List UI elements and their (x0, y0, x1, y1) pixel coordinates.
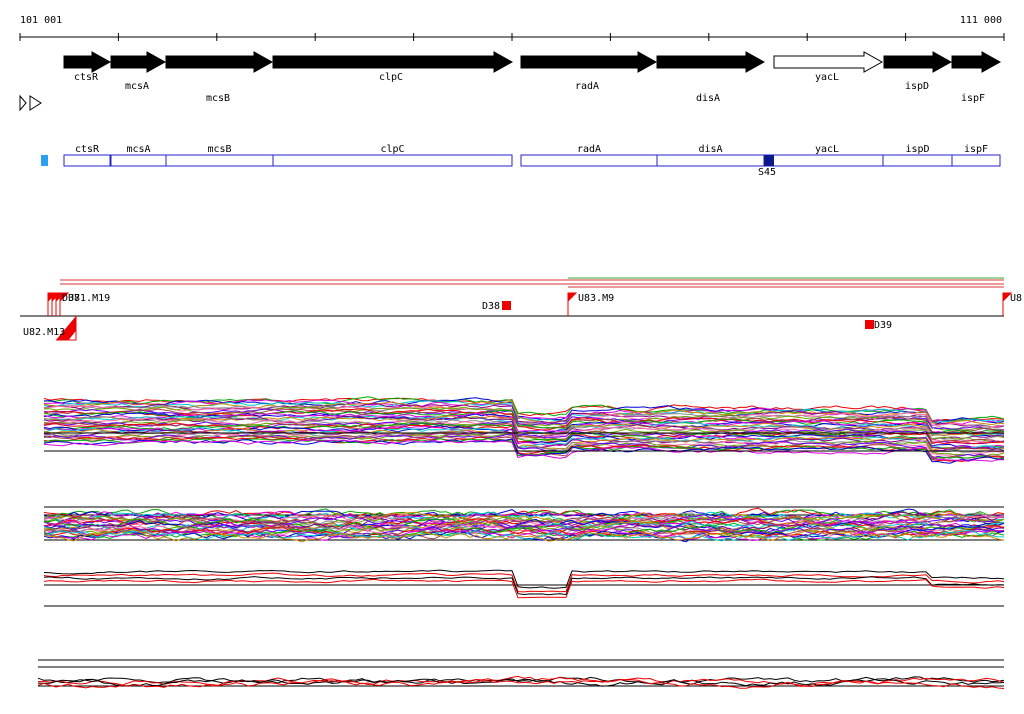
marker-label: D37 (62, 293, 80, 304)
profile-line (43, 421, 1005, 445)
gene-arrow (110, 51, 167, 73)
track-icon (41, 155, 48, 166)
ruler-start: 101 001 (20, 15, 62, 26)
profile-line (43, 578, 1005, 599)
profile-line (43, 436, 1005, 463)
gene-label: ispF (961, 93, 985, 104)
gene-arrow (951, 51, 1002, 73)
profile-line (43, 576, 1005, 596)
marker-flag (59, 292, 70, 316)
marker-label: D39 (874, 320, 892, 331)
segment-box (882, 154, 953, 167)
gene-arrow (883, 51, 953, 73)
marker-label: U81.M19 (68, 293, 110, 304)
profile-line (43, 525, 1005, 539)
marker-label: U8 (1010, 293, 1022, 304)
profile-line (43, 439, 1005, 462)
gene-arrow (272, 51, 514, 73)
segment-label: mcsA (126, 144, 150, 155)
gene-arrow (656, 51, 766, 73)
profile-line (43, 525, 1005, 540)
profile-line (43, 430, 1005, 453)
gene-label: ispD (905, 81, 929, 92)
gene-arrow (520, 51, 658, 73)
segment-label: ispD (905, 144, 929, 155)
profile-line (43, 524, 1005, 541)
marker-label: U83.M9 (578, 293, 614, 304)
gene-label: mcsB (206, 93, 230, 104)
segment-label: ctsR (75, 144, 100, 155)
marker-flag (567, 292, 578, 316)
marker-label: U82.M13 (23, 327, 65, 338)
segment-box (165, 154, 274, 167)
gene-arrow (773, 51, 884, 73)
segment-box (951, 154, 1001, 167)
gene-label: radA (575, 81, 599, 92)
ruler-end: 111 000 (960, 15, 1002, 26)
gene-label: yacL (815, 72, 839, 83)
profile-line (43, 408, 1005, 435)
segment-label: mcsB (207, 144, 231, 155)
profile-line (43, 400, 1005, 426)
profile-line (43, 521, 1005, 535)
segment-box (110, 154, 167, 167)
marker-flag (1002, 292, 1013, 316)
profile-line (43, 408, 1005, 431)
segment-box (656, 154, 765, 167)
marker-flag (56, 316, 77, 341)
profile-line (43, 529, 1005, 542)
gene-label: ctsR (74, 72, 99, 83)
segment-marker-label: S45 (758, 167, 776, 178)
segment-box (63, 154, 111, 167)
segment-label: yacL (815, 144, 839, 155)
gene-label: mcsA (125, 81, 149, 92)
profile-line (43, 422, 1005, 449)
segment-label: clpC (380, 144, 404, 155)
profile-line (43, 438, 1005, 464)
profile-line (43, 508, 1005, 524)
marker-box (865, 320, 874, 329)
gene-arrow (63, 51, 112, 73)
gene-arrow (165, 51, 274, 73)
profile-line (43, 569, 1005, 589)
segment-label: ispF (964, 144, 988, 155)
profile-line (43, 572, 1005, 593)
profile-line (37, 679, 1005, 689)
strand-icons (19, 94, 42, 112)
segment-box (520, 154, 658, 167)
profile-line (43, 405, 1005, 429)
marker-label: D38 (482, 301, 500, 312)
segment-label: radA (577, 144, 601, 155)
segment-box (272, 154, 513, 167)
gene-label: disA (696, 93, 720, 104)
profile-line (43, 529, 1005, 543)
gene-label: clpC (379, 72, 403, 83)
segment-marker (764, 155, 774, 166)
marker-box (502, 301, 511, 310)
profile-line (43, 425, 1005, 452)
profile-line (43, 524, 1005, 538)
profile-line (37, 678, 1005, 687)
segment-box (763, 154, 884, 167)
segment-label: disA (698, 144, 722, 155)
